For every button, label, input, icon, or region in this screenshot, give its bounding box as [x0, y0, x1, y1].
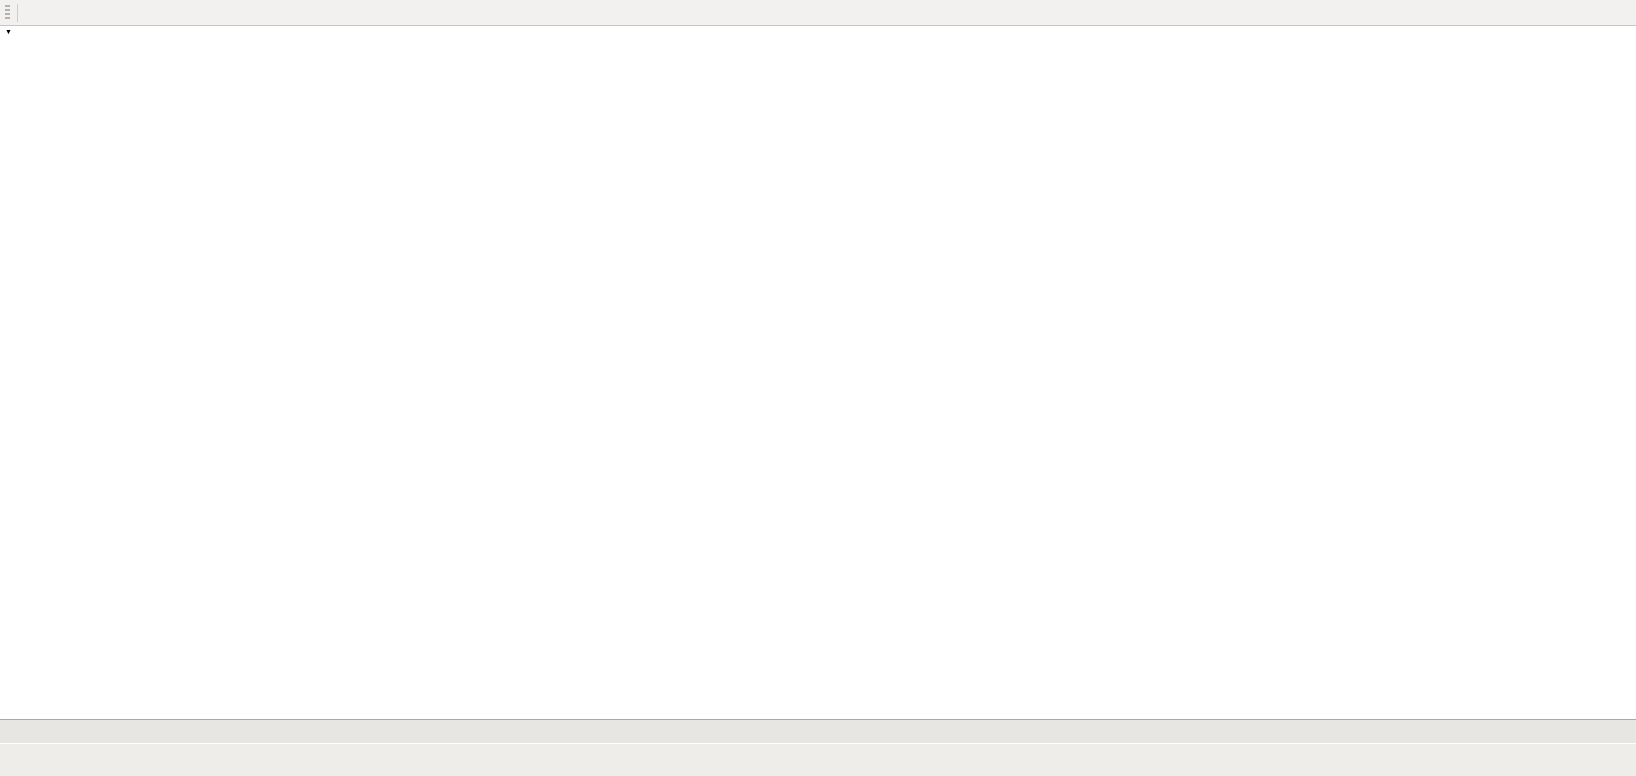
timeframe-toolbar — [0, 0, 1636, 26]
chart-collapse-icon[interactable]: ▼ — [5, 29, 12, 36]
toolbar-grip-handle[interactable] — [5, 4, 10, 21]
chart-area[interactable]: ▼ — [0, 26, 1636, 719]
toolbar-separator — [17, 3, 18, 22]
chart-canvas[interactable] — [0, 26, 1636, 719]
chart-header: ▼ — [5, 29, 47, 36]
status-strip — [0, 743, 1636, 776]
chart-tab-bar — [0, 719, 1636, 743]
